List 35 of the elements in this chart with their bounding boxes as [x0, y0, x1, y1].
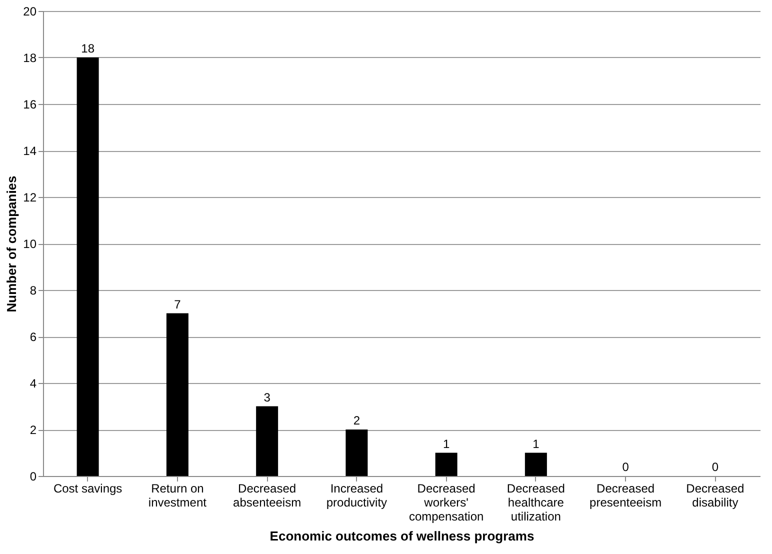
- y-tick-label: 10: [23, 237, 37, 251]
- data-label: 1: [442, 436, 450, 451]
- data-label: 2: [353, 414, 360, 428]
- y-tick-label: 6: [30, 330, 37, 344]
- bar: [256, 406, 278, 476]
- x-axis-title: Economic outcomes of wellness programs: [270, 528, 534, 544]
- x-tick-label: Decreased absenteeism: [233, 482, 302, 510]
- bar: [524, 452, 547, 476]
- bar: [76, 58, 99, 476]
- y-axis-title: Number of companies: [4, 176, 20, 312]
- x-tick-label: Increased productivity: [326, 482, 388, 510]
- y-tick-label: 0: [30, 470, 37, 484]
- data-label: 1: [532, 436, 540, 451]
- y-tick-label: 16: [23, 98, 37, 112]
- y-tick-label: 14: [23, 144, 37, 158]
- x-tick-label: Decreased disability: [686, 482, 744, 510]
- y-tick-label: 12: [23, 190, 37, 204]
- y-tick-label: 4: [30, 376, 37, 390]
- data-label: 7: [174, 297, 182, 312]
- x-tick-label: Cost savings: [53, 482, 122, 496]
- x-tick-label: Return on investment: [148, 482, 208, 510]
- x-tick-label: Decreased healthcare utilization: [506, 482, 565, 524]
- y-tick-label: 20: [23, 4, 37, 18]
- y-tick-label: 18: [23, 51, 37, 65]
- data-label: 3: [264, 390, 271, 404]
- bar: [435, 452, 458, 476]
- data-label: 0: [712, 460, 719, 474]
- bar: [166, 313, 188, 476]
- y-tick-label: 2: [30, 423, 37, 437]
- bar: [346, 430, 368, 476]
- x-tick-label: Decreased workers' compensation: [408, 482, 484, 524]
- data-label: 18: [81, 42, 95, 56]
- data-label: 0: [622, 460, 630, 474]
- x-tick-label: Decreased presenteeism: [590, 482, 662, 510]
- y-tick-label: 8: [30, 284, 37, 298]
